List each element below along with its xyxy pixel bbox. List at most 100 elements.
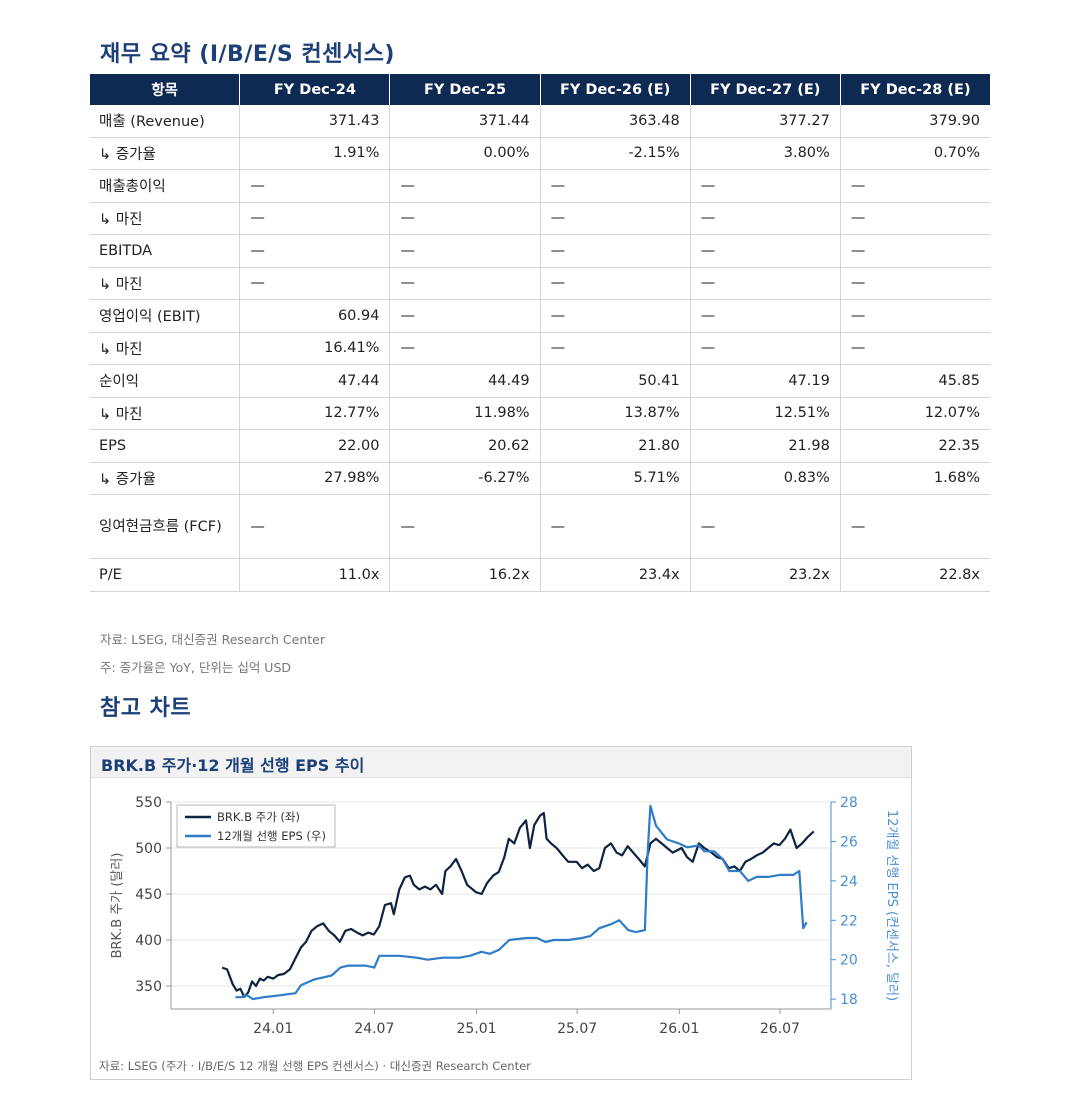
x-tick-label: 24.07 — [354, 1021, 394, 1037]
chart-panel: BRK.B 주가·12 개월 선행 EPS 추이 350 400 450 500 550… — [90, 746, 912, 1080]
table-cell: 11.98% — [389, 397, 541, 430]
table-cell: — — [539, 332, 691, 365]
y-tick-label-left: 550 — [135, 795, 162, 811]
price-eps-chart: 350 400 450 500 550 18 20 22 24 26 28 24.01 24.07 25.… — [110, 795, 900, 1037]
x-tick-label: 26.01 — [659, 1021, 699, 1037]
row-label: P/E — [90, 558, 240, 592]
table-cell: 20.62 — [389, 429, 541, 463]
table-row: EBITDA — — — — — — [90, 234, 990, 268]
table-cell: — — [389, 494, 541, 559]
y-tick-label-right: 18 — [840, 992, 858, 1008]
y-tick-label-left: 450 — [135, 887, 162, 903]
row-label: 잉여현금흐름 (FCF) — [90, 494, 240, 559]
table-cell: — — [689, 299, 841, 333]
x-tick-label: 24.01 — [253, 1021, 293, 1037]
y-tick-label-left: 500 — [135, 841, 162, 857]
chart-source-note: 자료: LSEG (주가 · I/B/E/S 12 개월 선행 EPS 컨센서스… — [99, 1059, 531, 1073]
table-cell: — — [389, 332, 541, 365]
table-cell: 12.51% — [689, 397, 841, 430]
table-row: ↳ 증가율 27.98% -6.27% 5.71% 0.83% 1.68% — [90, 462, 990, 495]
table-cell: 1.68% — [839, 462, 990, 495]
y-tick-label-left: 400 — [135, 933, 162, 949]
table-cell: — — [239, 202, 390, 235]
table-cell: — — [839, 169, 990, 203]
row-label: 매출 (Revenue) — [90, 105, 240, 138]
table-header: FY Dec-27 (E) — [689, 74, 841, 105]
table-body: 매출 (Revenue) 371.43 371.44 363.48 377.27 379.… — [90, 105, 990, 592]
table-cell: 47.19 — [689, 364, 841, 398]
table-cell: — — [389, 169, 541, 203]
table-cell: 45.85 — [839, 364, 990, 398]
table-cell: 371.43 — [239, 105, 390, 138]
table-cell: — — [239, 169, 390, 203]
row-label: EBITDA — [90, 234, 240, 268]
table-cell: 16.41% — [239, 332, 390, 365]
table-cell: — — [839, 332, 990, 365]
y-tick-label-right: 28 — [840, 795, 858, 811]
table-cell: 0.00% — [389, 137, 541, 170]
table-cell: — — [539, 494, 691, 559]
table-cell: -2.15% — [539, 137, 691, 170]
table-cell: 16.2x — [389, 558, 541, 592]
table-cell: 0.70% — [839, 137, 990, 170]
table-cell: — — [839, 494, 990, 559]
legend-label: BRK.B 주가 (좌) — [217, 810, 300, 824]
table-cell: — — [389, 267, 541, 300]
y-tick-label-right: 20 — [840, 953, 858, 969]
section-title-financial-summary: 재무 요약 (I/B/E/S 컨센서스) — [100, 42, 395, 67]
table-row: ↳ 증가율 1.91% 0.00% -2.15% 3.80% 0.70% — [90, 137, 990, 170]
table-row: P/E 11.0x 16.2x 23.4x 23.2x 22.8x — [90, 558, 990, 592]
table-cell: — — [389, 202, 541, 235]
table-header: FY Dec-26 (E) — [539, 74, 691, 105]
table-row: 영업이익 (EBIT) 60.94— — — — — [90, 299, 990, 333]
table-row: 순이익 47.44 44.49 50.41 47.19 45.85 — [90, 364, 990, 398]
table-cell: — — [539, 202, 691, 235]
table-cell: 11.0x — [239, 558, 390, 592]
table-row: EPS 22.00 20.62 21.80 21.98 22.35 — [90, 429, 990, 463]
table-cell: 12.77% — [239, 397, 390, 430]
row-label: ↳ 마진 — [90, 267, 240, 300]
table-row: 매출총이익 — — — — — — [90, 169, 990, 203]
y-tick-label-right: 22 — [840, 913, 858, 929]
table-cell: — — [539, 299, 691, 333]
table-row: ↳ 마진 — — — — — — [90, 202, 990, 235]
table-row: ↳ 마진 16.41% — — — — — [90, 332, 990, 365]
table-cell: 22.8x — [839, 558, 990, 592]
table-header: FY Dec-24 — [239, 74, 390, 105]
row-label: EPS — [90, 429, 240, 463]
row-label: ↳ 마진 — [90, 332, 240, 365]
source-note: 자료: LSEG, 대신증권 Research Center — [100, 632, 325, 647]
table-cell: — — [539, 234, 691, 268]
x-tick-label: 26.07 — [760, 1021, 800, 1037]
table-cell: — — [689, 494, 841, 559]
table-row: 매출 (Revenue) 371.43 371.44 363.48 377.27 379.… — [90, 105, 990, 138]
y-axis-title-right: 12개월 선행 EPS (컨센서스, 달러) — [884, 810, 900, 1001]
table-cell: 1.91% — [239, 137, 390, 170]
row-label: ↳ 증가율 — [90, 137, 240, 170]
y-tick-label-left: 350 — [135, 979, 162, 995]
table-cell: — — [689, 267, 841, 300]
table-cell: — — [689, 202, 841, 235]
y-axis-title-left: BRK.B 주가 (달러) — [110, 853, 125, 959]
unit-note: 주: 증가율은 YoY, 단위는 십억 USD — [100, 660, 292, 675]
section-title-reference-chart: 참고 차트 — [100, 696, 192, 721]
table-cell: 21.98 — [689, 429, 841, 463]
table-cell: 27.98% — [239, 462, 390, 495]
table-cell: 12.07% — [839, 397, 990, 430]
table-cell: 50.41 — [539, 364, 691, 398]
table-cell: 23.4x — [539, 558, 691, 592]
table-cell: 23.2x — [689, 558, 841, 592]
table-cell: — — [689, 169, 841, 203]
x-tick-label: 25.07 — [557, 1021, 597, 1037]
table-cell: — — [839, 299, 990, 333]
table-header: FY Dec-28 (E) — [839, 74, 990, 105]
table-cell: — — [689, 332, 841, 365]
y-tick-label-right: 26 — [840, 834, 858, 850]
y-tick-label-right: 24 — [840, 874, 858, 890]
financial-summary-table: 항목 FY Dec-24 FY Dec-25 FY Dec-26 (E) FY … — [90, 74, 990, 592]
table-header-row: 항목 FY Dec-24 FY Dec-25 FY Dec-26 (E) FY … — [90, 74, 990, 105]
table-cell: — — [239, 234, 390, 268]
table-cell: — — [389, 299, 541, 333]
row-label: ↳ 마진 — [90, 397, 240, 430]
table-cell: 13.87% — [539, 397, 691, 430]
